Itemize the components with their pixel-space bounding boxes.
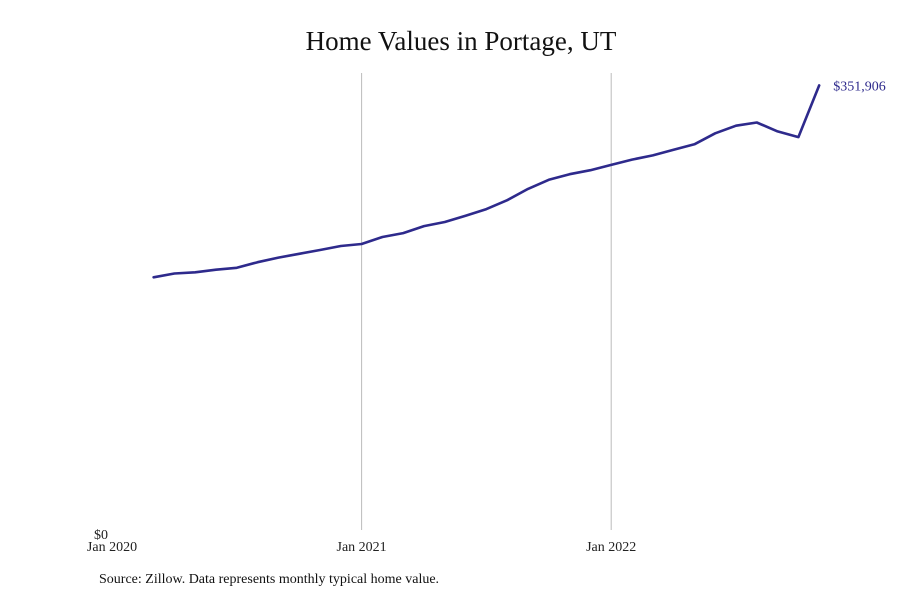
gridlines (361, 73, 612, 530)
axis-labels: Jan 2020 Jan 2021 Jan 2022 $0 $351,906 (87, 79, 886, 555)
end-value-label: $351,906 (833, 79, 886, 94)
y-tick-label: $0 (94, 528, 108, 543)
x-tick-label: Jan 2022 (586, 540, 636, 555)
x-tick-label: Jan 2021 (337, 540, 387, 555)
series-line (152, 84, 821, 279)
x-tick-label: Jan 2020 (87, 540, 137, 555)
source-note: Source: Zillow. Data represents monthly … (99, 572, 440, 587)
chart-title: Home Values in Portage, UT (305, 26, 617, 56)
series-line-layer (152, 84, 821, 279)
